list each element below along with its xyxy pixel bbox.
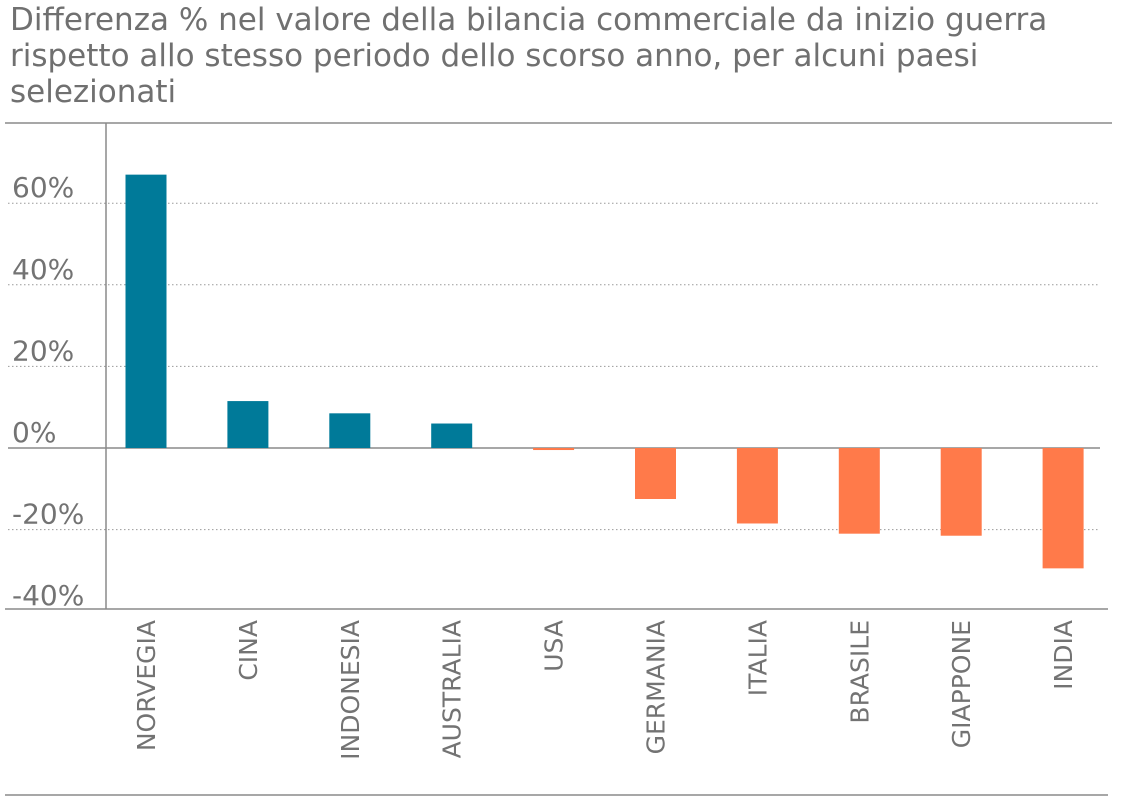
x-label-norvegia: NORVEGIA: [132, 620, 161, 751]
y-tick-label: -40%: [12, 579, 84, 612]
x-label-indonesia: INDONESIA: [336, 620, 365, 760]
x-label-india: INDIA: [1049, 620, 1078, 690]
y-tick-label: 60%: [12, 171, 74, 204]
bar-giappone: [940, 448, 982, 536]
chart-frame: [5, 122, 1112, 796]
bar-brasile: [838, 448, 880, 534]
bar-germania: [635, 448, 676, 499]
x-label-cina: CINA: [234, 620, 263, 681]
gridlines: [8, 202, 1100, 531]
bars: [125, 174, 1084, 569]
y-tick-label: -20%: [12, 498, 84, 531]
x-label-australia: AUSTRALIA: [438, 620, 467, 758]
bar-italia: [736, 448, 778, 524]
bar-usa: [533, 448, 575, 451]
x-label-usa: USA: [540, 620, 569, 672]
x-label-brasile: BRASILE: [845, 620, 874, 724]
bar-australia: [431, 423, 473, 448]
chart-title: Differenza % nel valore della bilancia c…: [10, 2, 1048, 110]
bar-norvegia: [125, 174, 167, 448]
bar-cina: [227, 401, 269, 448]
y-axis-ticks: 60% 40% 20% 0% -20% -40%: [12, 171, 84, 612]
x-axis-labels: NORVEGIA CINA INDONESIA AUSTRALIA USA GERMANI…: [132, 620, 1078, 760]
y-tick-label: 20%: [12, 334, 74, 367]
x-label-italia: ITALIA: [743, 620, 772, 696]
x-label-germania: GERMANIA: [642, 620, 671, 754]
bar-india: [1042, 448, 1084, 569]
bar-indonesia: [329, 413, 371, 448]
x-label-giappone: GIAPPONE: [947, 620, 976, 748]
y-tick-label: 40%: [12, 253, 74, 286]
y-tick-label: 0%: [12, 416, 56, 449]
